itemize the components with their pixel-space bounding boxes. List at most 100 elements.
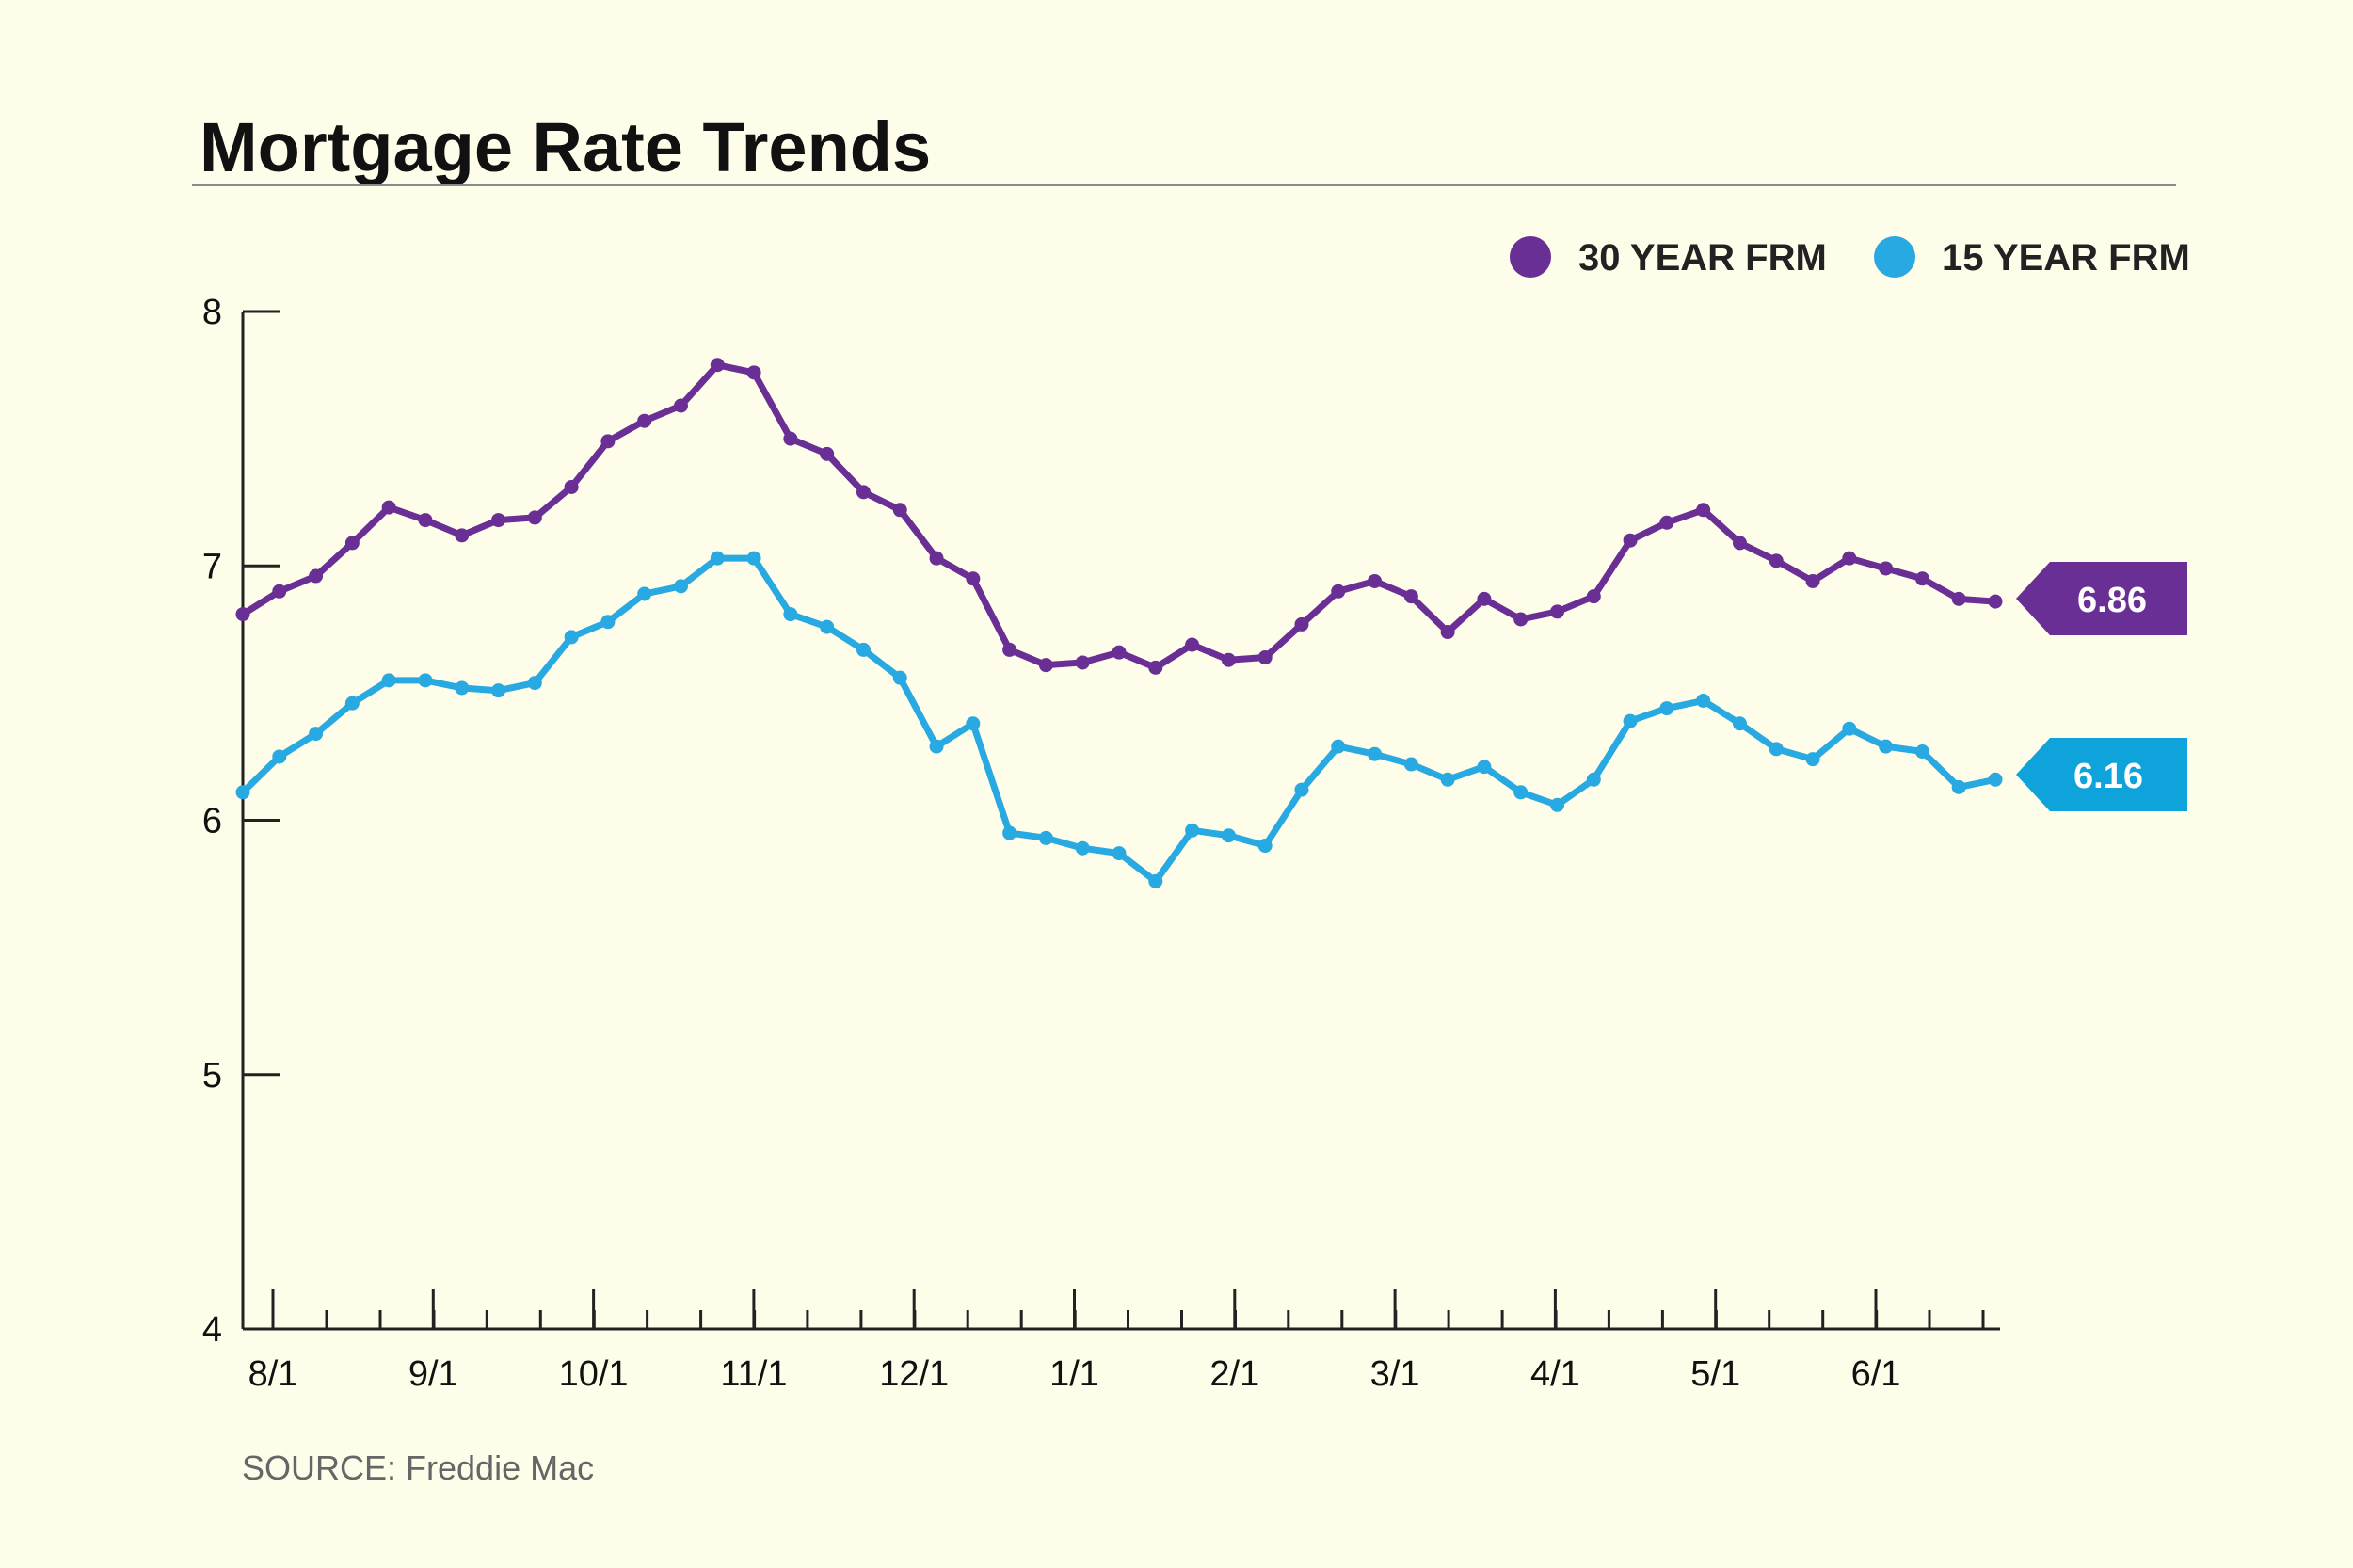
data-point: [1148, 873, 1163, 888]
data-point: [1440, 772, 1455, 787]
data-point: [564, 479, 579, 494]
legend: 30 YEAR FRM 15 YEAR FRM: [1510, 236, 2190, 279]
data-point: [1842, 551, 1857, 566]
data-point: [455, 680, 470, 696]
x-tick-label: 9/1: [408, 1354, 458, 1394]
data-point: [1805, 752, 1820, 767]
data-point: [892, 670, 907, 685]
data-point: [674, 579, 688, 594]
y-tick-label: 6: [202, 802, 222, 841]
data-point: [1221, 828, 1236, 843]
data-point: [674, 398, 688, 413]
data-point: [1294, 782, 1309, 797]
data-point: [418, 513, 433, 528]
series-line: [239, 361, 1999, 671]
data-point: [1769, 742, 1784, 757]
data-point: [1696, 693, 1711, 708]
data-point: [1696, 503, 1711, 518]
legend-marker-30yr: [1510, 236, 1551, 278]
legend-label-15yr: 15 YEAR FRM: [1942, 237, 2190, 279]
data-point: [381, 673, 396, 688]
data-point: [564, 630, 579, 645]
data-point: [1550, 604, 1564, 619]
data-point: [783, 607, 798, 622]
data-point: [235, 607, 250, 622]
legend-label-30yr: 30 YEAR FRM: [1578, 237, 1827, 279]
data-point: [1403, 757, 1418, 772]
data-point: [1075, 840, 1090, 856]
data-point: [381, 500, 396, 515]
x-tick-label: 6/1: [1851, 1354, 1901, 1394]
end-tag-15yr-shape: [2016, 738, 2187, 811]
data-point: [1368, 746, 1383, 761]
series-0: [235, 358, 2003, 675]
data-point: [1623, 713, 1638, 728]
data-point: [1879, 561, 1894, 576]
y-tick-label: 7: [202, 547, 222, 586]
data-point: [1257, 650, 1273, 665]
data-point: [527, 676, 542, 691]
data-point: [1440, 625, 1455, 640]
data-point: [1732, 536, 1747, 551]
data-point: [455, 528, 470, 543]
data-point: [929, 739, 944, 754]
data-point: [1659, 701, 1674, 716]
series-line: [239, 554, 1999, 885]
data-point: [1368, 573, 1383, 588]
data-point: [309, 568, 324, 584]
data-point: [235, 785, 250, 800]
data-point: [710, 358, 725, 373]
data-point: [1879, 739, 1894, 754]
end-tag-30yr: 6.86: [2016, 562, 2187, 635]
data-point: [929, 551, 944, 566]
chart-title: Mortgage Rate Trends: [200, 108, 931, 186]
x-axis: 8/1 9/1 10/1 11/1 12/1 1/1 2/1 3/1 4/1 5/1 6/1: [243, 1289, 2000, 1394]
data-point: [1075, 655, 1090, 670]
data-point: [1038, 830, 1053, 845]
data-point: [1805, 573, 1820, 588]
data-point: [491, 513, 506, 528]
data-point: [1148, 660, 1163, 675]
data-point: [1513, 785, 1529, 800]
x-tick-label: 8/1: [248, 1354, 298, 1394]
data-point: [1951, 591, 1966, 606]
data-point: [272, 749, 287, 764]
data-point: [1732, 716, 1747, 731]
data-point: [1185, 637, 1200, 652]
data-point: [637, 413, 652, 428]
data-point: [1221, 652, 1236, 667]
data-point: [637, 586, 652, 601]
x-tick-label: 12/1: [879, 1354, 949, 1394]
data-point: [309, 727, 324, 742]
x-tick-label: 2/1: [1209, 1354, 1259, 1394]
end-tag-15yr: 6.16: [2016, 738, 2187, 811]
data-point: [710, 551, 725, 566]
data-point: [820, 446, 835, 461]
data-point: [1002, 642, 1017, 657]
data-point: [1586, 772, 1601, 787]
x-tick-label: 3/1: [1370, 1354, 1420, 1394]
data-point: [1513, 612, 1529, 627]
data-point: [1988, 772, 2003, 787]
data-point: [344, 536, 360, 551]
y-tick-label: 5: [202, 1056, 222, 1096]
data-point: [892, 503, 907, 518]
data-point: [1331, 584, 1346, 599]
end-tag-30yr-value: 6.86: [2077, 581, 2147, 620]
data-point: [1914, 571, 1929, 586]
data-point: [1185, 823, 1200, 838]
data-point: [491, 683, 506, 698]
data-point: [527, 510, 542, 525]
end-tag-15yr-value: 6.16: [2073, 757, 2143, 796]
data-point: [1403, 589, 1418, 604]
x-tick-label: 10/1: [559, 1354, 629, 1394]
data-point: [746, 551, 761, 566]
data-point: [1257, 839, 1273, 854]
data-point: [600, 615, 616, 630]
data-point: [1477, 591, 1492, 606]
end-tag-30yr-shape: [2016, 562, 2187, 635]
data-point: [1623, 533, 1638, 548]
x-tick-label: 4/1: [1530, 1354, 1580, 1394]
data-point: [344, 696, 360, 711]
